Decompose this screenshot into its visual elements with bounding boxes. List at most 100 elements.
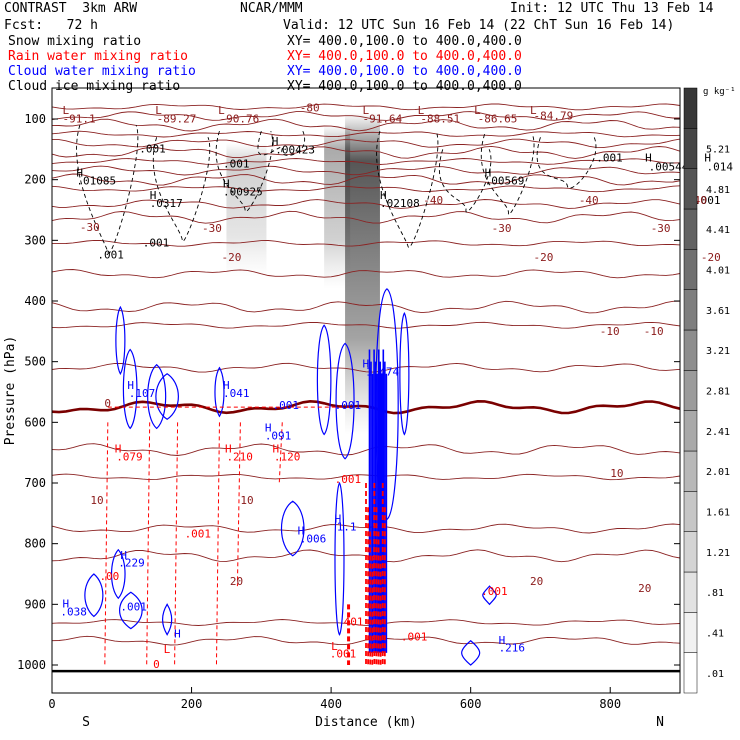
rain-contour (215, 422, 220, 666)
colorbar-segment (683, 168, 698, 210)
contour-label: H (380, 189, 387, 202)
cloud-water-contour (162, 603, 173, 636)
legend-cloudice-label: Cloud ice mixing ratio (8, 79, 181, 94)
contour-label: .00925 (223, 185, 263, 198)
colorbar-segment (683, 128, 698, 169)
cloud-water-contour (214, 366, 225, 418)
valid-time: Valid: 12 UTC Sun 16 Feb 14 (22 ChT Sun … (283, 18, 675, 33)
contour-label: .00 (99, 570, 119, 583)
contour-label: .01085 (76, 175, 116, 188)
legend-cloudice-xy: XY= 400.0,100.0 to 400.0,400.0 (287, 79, 522, 94)
contour-label: H (704, 151, 711, 164)
init-time: Init: 12 UTC Thu 13 Feb 14 (510, 1, 714, 16)
contour-label: .001 (335, 473, 362, 486)
snow-contour (215, 130, 273, 212)
colorbar-label: 1.61 (706, 508, 730, 519)
contour-label: -20 (222, 251, 242, 264)
contour-label: .079 (116, 451, 143, 464)
cloud-water-contour (147, 363, 167, 430)
contour-label: .229 (118, 557, 144, 570)
colorbar-label: 4.81 (706, 185, 730, 196)
contour-label: .001 (596, 151, 623, 164)
contour-label: L (62, 104, 69, 117)
contour-label: H (174, 628, 181, 641)
isentrope-line (51, 185, 681, 193)
contour-label: .091 (265, 429, 292, 442)
contour-label: -91.1 (62, 113, 95, 126)
contour-label: .001 (401, 631, 428, 644)
colorbar-segment (683, 289, 698, 331)
isentrope-line (51, 362, 681, 373)
contour-label: .001 (694, 194, 721, 207)
contour-label: L (474, 104, 481, 117)
snow-contour (152, 137, 211, 242)
contour-label: .210 (226, 451, 253, 464)
legend-cloudwater-label: Cloud water mixing ratio (8, 64, 196, 79)
colorbar-label: 3.21 (706, 346, 730, 357)
contour-label: 1.1 (337, 520, 357, 533)
colorbar-label: 4.41 (706, 225, 730, 236)
colorbar-label: 2.01 (706, 467, 730, 478)
cloud-water-contour (316, 324, 332, 436)
contour-label: .120 (274, 451, 301, 464)
y-tick-label: 900 (24, 597, 46, 611)
colorbar-segment (683, 571, 698, 613)
legend-snow-label: Snow mixing ratio (8, 34, 142, 49)
contour-label: -30 (202, 222, 222, 235)
contour-label: H (485, 167, 492, 180)
y-tick-label: 1000 (17, 658, 46, 672)
cloud-water-contour (119, 591, 143, 630)
contour-label: -89.27 (157, 113, 197, 126)
y-tick-label: 700 (24, 476, 46, 490)
isentrope-line (51, 145, 681, 159)
contour-label: 20 (230, 575, 243, 588)
colorbar-segment (683, 612, 698, 653)
contour-label: -40 (579, 194, 599, 207)
contour-label: L (218, 104, 225, 117)
center-title: NCAR/MMM (240, 1, 303, 16)
contour-label: H (76, 167, 83, 180)
colorbar-label: 2.41 (706, 427, 730, 438)
contour-label: H (499, 634, 506, 647)
contour-label: H (265, 421, 272, 434)
contour-label: .00544 (649, 161, 689, 174)
isentrope-line (51, 473, 681, 481)
colorbar-segment (683, 652, 698, 694)
model-title: CONTRAST 3km ARW (4, 1, 138, 16)
contour-label: -86.65 (478, 113, 518, 126)
snow-contour (76, 124, 139, 254)
contour-label: H (225, 443, 232, 456)
isentrope-line (51, 239, 681, 247)
x-tick-label: 800 (599, 697, 621, 711)
cloud-water-contour (155, 373, 179, 421)
colorbar-label: 3.61 (706, 306, 730, 317)
rain-contour (236, 422, 241, 587)
contour-label: -90.76 (219, 113, 259, 126)
contour-label: -84.79 (533, 110, 573, 123)
contour-label: 20 (530, 575, 543, 588)
cloud-water-contour (281, 500, 305, 557)
contour-label: H (272, 443, 279, 456)
legend-snow-xy: XY= 400.0,100.0 to 400.0,400.0 (287, 34, 522, 49)
contour-label: .00423 (275, 144, 315, 157)
contour-label: L (363, 104, 370, 117)
colorbar-segment (683, 491, 698, 532)
colorbar-unit: g kg⁻¹ (703, 87, 736, 97)
cloud-ice-shading-faint (226, 143, 267, 277)
contour-label: .0317 (150, 197, 183, 210)
colorbar-segment (683, 87, 698, 129)
contour-label: .00569 (485, 175, 525, 188)
forecast-hour: Fcst: 72 h (4, 18, 98, 33)
cloud-ice-shading-secondary (324, 125, 351, 289)
x-tick-label: 600 (460, 697, 482, 711)
rain-contour (146, 422, 151, 666)
colorbar-label: .01 (706, 669, 724, 680)
contour-label: 0 (153, 658, 160, 671)
contour-label: H (223, 379, 230, 392)
colorbar-segment (683, 410, 698, 452)
isentrope-line (51, 321, 681, 329)
contour-label: -30 (80, 221, 100, 234)
colorbar-label: 2.81 (706, 387, 730, 398)
contour-label: -10 (644, 325, 664, 338)
snow-contour (257, 130, 306, 156)
